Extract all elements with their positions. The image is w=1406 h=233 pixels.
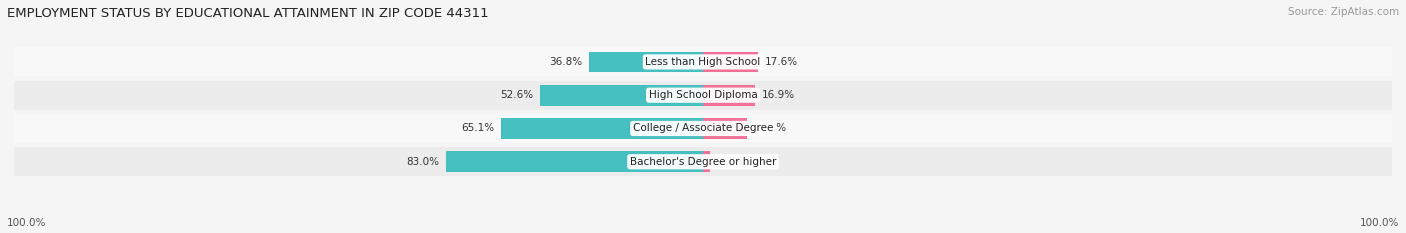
Bar	[540, 85, 703, 106]
Bar	[703, 51, 758, 72]
Bar	[703, 118, 748, 139]
Bar	[703, 85, 755, 106]
Bar	[446, 151, 703, 172]
Text: Source: ZipAtlas.com: Source: ZipAtlas.com	[1288, 7, 1399, 17]
Text: EMPLOYMENT STATUS BY EDUCATIONAL ATTAINMENT IN ZIP CODE 44311: EMPLOYMENT STATUS BY EDUCATIONAL ATTAINM…	[7, 7, 489, 20]
Text: 100.0%: 100.0%	[1360, 218, 1399, 228]
Text: 65.1%: 65.1%	[461, 123, 495, 134]
Text: 17.6%: 17.6%	[765, 57, 797, 67]
Bar	[14, 147, 1392, 176]
Text: 14.3%: 14.3%	[754, 123, 787, 134]
Text: 52.6%: 52.6%	[501, 90, 533, 100]
Text: 100.0%: 100.0%	[7, 218, 46, 228]
Text: 36.8%: 36.8%	[548, 57, 582, 67]
Bar	[14, 81, 1392, 110]
Bar	[589, 51, 703, 72]
Text: 83.0%: 83.0%	[406, 157, 439, 167]
Text: High School Diploma: High School Diploma	[648, 90, 758, 100]
Text: 2.2%: 2.2%	[717, 157, 744, 167]
Text: Bachelor's Degree or higher: Bachelor's Degree or higher	[630, 157, 776, 167]
Bar	[703, 151, 710, 172]
Bar	[14, 114, 1392, 143]
Text: 16.9%: 16.9%	[762, 90, 796, 100]
Bar	[501, 118, 703, 139]
Bar	[14, 48, 1392, 76]
Text: College / Associate Degree: College / Associate Degree	[633, 123, 773, 134]
Text: Less than High School: Less than High School	[645, 57, 761, 67]
